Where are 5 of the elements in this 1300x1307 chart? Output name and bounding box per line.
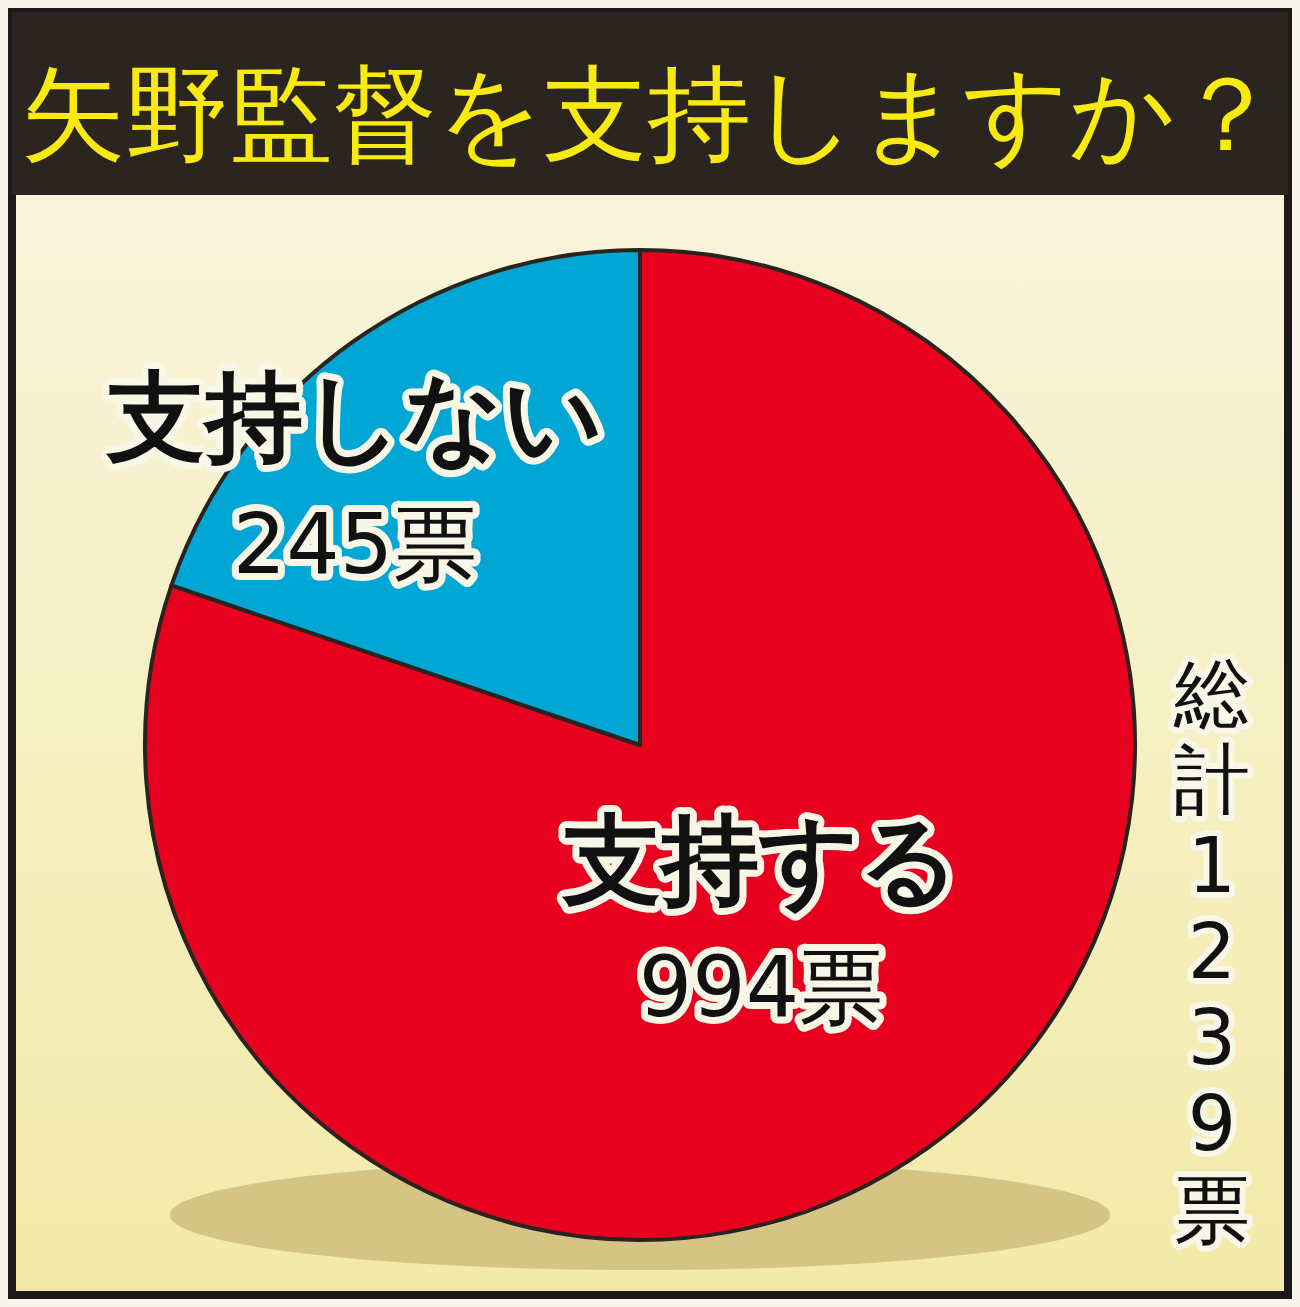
text: 総計1239票 [1173,649,1250,1254]
slice-label: 支持する [561,803,959,918]
chart-title: 矢野監督を支持しますか？ [21,53,1279,175]
data-label: 994票 [638,938,884,1037]
data-label: 245票 [232,495,478,594]
